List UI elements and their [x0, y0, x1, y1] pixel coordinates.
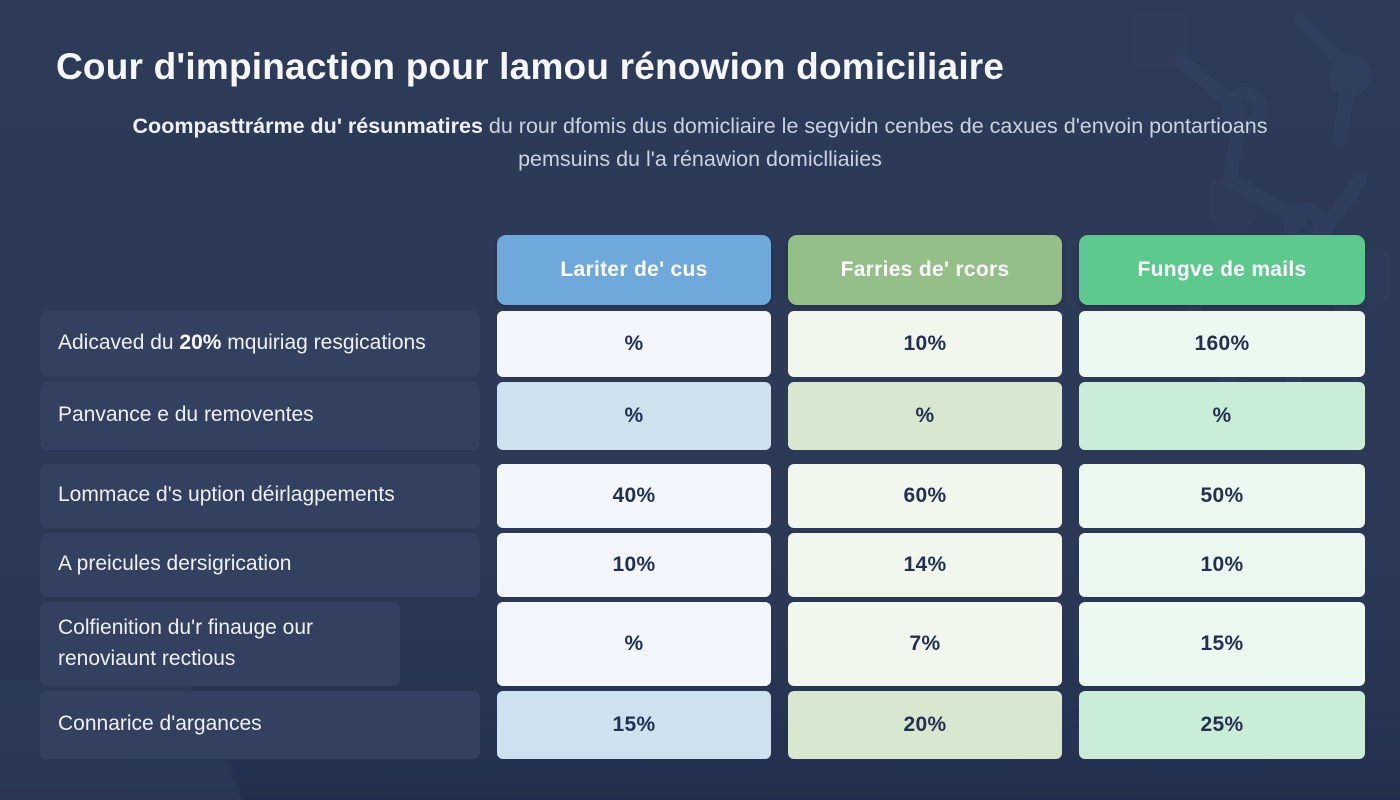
row-label-bold: 20%: [179, 331, 222, 355]
table-row: Adicaved du 20% mquiriag resgications % …: [40, 310, 1365, 377]
subtitle-lead: Coompasttrárme du' résunmatires: [132, 114, 483, 138]
row-label: A preicules dersigrication: [40, 532, 480, 597]
row-group-gap: [40, 455, 1360, 464]
table-cell: 160%: [1079, 310, 1365, 377]
table-cell: %: [1079, 381, 1365, 450]
row-label-text: A preicules dersigrication: [58, 552, 292, 576]
table-cell: 10%: [497, 532, 771, 597]
row-label-text: Lommace d's uption déirlagpements: [58, 483, 395, 507]
row-label-text: Connarice d'argances: [58, 712, 262, 736]
table-cell: 50%: [1079, 463, 1365, 528]
table-cell: %: [497, 381, 771, 450]
table-row: Connarice d'argances 15% 20% 25%: [40, 690, 1365, 759]
table-row: Colfienition du'r finauge our renoviaunt…: [40, 601, 1365, 686]
page-subtitle: Coompasttrárme du' résunmatires du rour …: [40, 110, 1360, 177]
table-cell: 14%: [788, 532, 1062, 597]
table-cell: 20%: [788, 690, 1062, 759]
row-label: Adicaved du 20% mquiriag resgications: [40, 310, 480, 377]
table-cell: 40%: [497, 463, 771, 528]
page-title: Cour d'impinaction pour lamou rénowion d…: [56, 46, 1005, 87]
comparison-table: Lariter de' cus Farries de' rcors Fungve…: [40, 234, 1365, 759]
column-header-2: Farries de' rcors: [788, 234, 1062, 305]
table-cell: %: [497, 601, 771, 686]
table-cell: %: [788, 381, 1062, 450]
table-row: Lommace d's uption déirlagpements 40% 60…: [40, 463, 1365, 528]
row-label-text: Panvance e du removentes: [58, 403, 314, 427]
row-label-text: Colfienition du'r finauge our renoviaunt…: [58, 616, 314, 670]
header-spacer: [40, 235, 480, 305]
table-cell: 15%: [1079, 601, 1365, 686]
table-cell: 10%: [788, 310, 1062, 377]
table-cell: %: [497, 310, 771, 377]
table-cell: 15%: [497, 690, 771, 759]
table-header-row: Lariter de' cus Farries de' rcors Fungve…: [40, 234, 1365, 305]
row-label: Colfienition du'r finauge our renoviaunt…: [40, 601, 400, 686]
table-cell: 25%: [1079, 690, 1365, 759]
row-label: Connarice d'argances: [40, 690, 480, 759]
table-cell: 10%: [1079, 532, 1365, 597]
row-label: Panvance e du removentes: [40, 381, 480, 450]
subtitle-rest: du rour dfomis dus domicliaire le segvid…: [482, 114, 1268, 138]
table-row: Panvance e du removentes % % %: [40, 381, 1365, 450]
row-label-text: mquiriag resgications: [221, 331, 426, 355]
subtitle-line2: pemsuins du l'a rénawion domiclliaiies: [518, 147, 882, 172]
row-label: Lommace d's uption déirlagpements: [40, 463, 480, 528]
column-header-1: Lariter de' cus: [497, 234, 771, 305]
table-cell: 60%: [788, 463, 1062, 528]
table-cell: 7%: [788, 601, 1062, 686]
table-row: A preicules dersigrication 10% 14% 10%: [40, 532, 1365, 597]
column-header-3: Fungve de mails: [1079, 234, 1365, 305]
row-label-text: Adicaved du: [58, 331, 180, 355]
